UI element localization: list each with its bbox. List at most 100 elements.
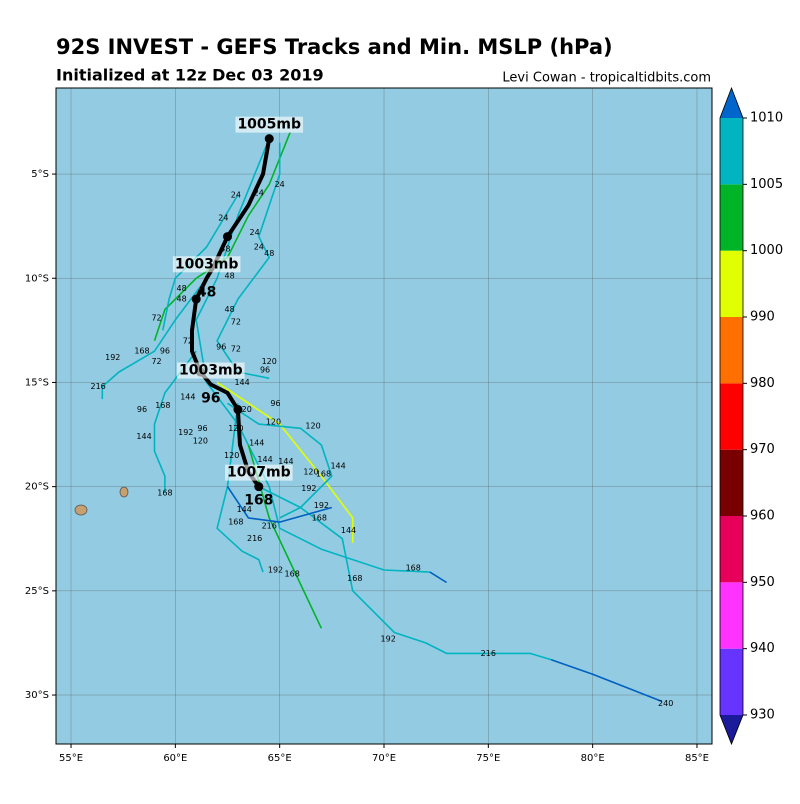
pressure-label: 1003mb: [179, 363, 243, 379]
mean-point: [191, 294, 201, 304]
hour-label: 72: [183, 336, 193, 345]
hour-label: 168: [347, 574, 362, 583]
hour-label: 240: [658, 699, 673, 708]
x-tick-label: 75°E: [476, 753, 500, 764]
pressure-label: 1003mb: [175, 256, 239, 272]
colorbar-segment: [720, 184, 743, 251]
hour-label: 24: [254, 188, 264, 197]
hour-annotation: 168: [244, 493, 273, 509]
hour-label: 96: [270, 399, 280, 408]
hour-label: 72: [151, 357, 161, 366]
ensemble-track: [429, 571, 448, 584]
y-tick-label: 15°S: [25, 377, 49, 388]
colorbar-segment: [720, 648, 743, 715]
hour-label: 216: [247, 534, 262, 543]
x-tick-label: 80°E: [581, 753, 605, 764]
hour-label: 96: [160, 347, 170, 356]
hour-label: 24: [250, 228, 260, 237]
mean-point: [233, 405, 243, 415]
colorbar-label: 990: [750, 310, 775, 325]
island: [74, 504, 88, 516]
mean-point: [264, 134, 274, 144]
hour-label: 144: [249, 438, 264, 447]
hour-label: 192: [105, 353, 120, 362]
hour-label: 48: [220, 245, 230, 254]
hour-label: 96: [260, 365, 270, 374]
hour-label: 192: [381, 634, 396, 643]
hour-label: 216: [481, 649, 496, 658]
hour-label: 144: [341, 526, 356, 535]
hour-label: 24: [231, 190, 241, 199]
y-tick-label: 25°S: [25, 586, 49, 597]
map-frame: [55, 87, 713, 745]
hour-label: 24: [254, 242, 264, 251]
ensemble-track: [227, 402, 333, 519]
mean-point: [254, 482, 264, 492]
hour-label: 48: [225, 272, 235, 281]
hour-label: 168: [228, 518, 243, 527]
hour-label: 72: [231, 318, 241, 327]
hour-label: 216: [91, 382, 106, 391]
credit: Levi Cowan - tropicaltidbits.com: [502, 71, 711, 86]
hour-label: 144: [330, 461, 345, 470]
hour-label: 72: [231, 345, 241, 354]
hour-annotation: 48: [197, 284, 216, 300]
colorbar-label: 980: [750, 376, 775, 391]
colorbar-label: 950: [750, 575, 775, 590]
hour-label: 120: [266, 418, 281, 427]
mean-point: [223, 232, 233, 242]
ensemble-track: [162, 194, 239, 331]
hour-label: 24: [218, 213, 228, 222]
x-tick-label: 70°E: [372, 753, 396, 764]
hour-label: 168: [157, 488, 172, 497]
x-tick-label: 85°E: [685, 753, 709, 764]
hour-label: 48: [177, 295, 187, 304]
label-box: [235, 116, 304, 133]
hour-label: 168: [134, 347, 149, 356]
colorbar-segment: [720, 250, 743, 317]
colorbar-over: [720, 88, 743, 118]
ensemble-track: [216, 381, 354, 543]
hour-label: 24: [275, 180, 285, 189]
colorbar-segment: [720, 317, 743, 384]
colorbar-segment: [720, 449, 743, 516]
hour-label: 168: [285, 570, 300, 579]
hour-annotation: 96: [201, 391, 220, 407]
hour-label: 168: [155, 401, 170, 410]
colorbar-segment: [720, 118, 743, 185]
ensemble-track: [550, 658, 662, 703]
colorbar-label: 940: [750, 641, 775, 656]
chart-subtitle: Initialized at 12z Dec 03 2019: [56, 66, 324, 85]
label-box: [177, 362, 245, 379]
mean-track: [190, 138, 272, 488]
hour-label: 192: [301, 484, 316, 493]
hour-label: 96: [137, 405, 147, 414]
hour-label: 144: [180, 393, 195, 402]
hour-label: 216: [262, 522, 277, 531]
colorbar-label: 1010: [750, 111, 783, 126]
colorbar-label: 1005: [750, 177, 783, 192]
hour-label: 168: [406, 563, 421, 572]
hour-label: 120: [237, 405, 252, 414]
hour-label: 144: [257, 455, 272, 464]
x-tick-label: 55°E: [59, 753, 83, 764]
hour-label: 48: [225, 305, 235, 314]
hour-label: 144: [237, 505, 252, 514]
hour-label: 120: [224, 451, 239, 460]
y-tick-label: 5°S: [31, 169, 49, 180]
hour-label: 168: [312, 513, 327, 522]
hour-label: 192: [268, 565, 283, 574]
colorbar-label: 1000: [750, 243, 783, 258]
hour-label: 96: [216, 343, 226, 352]
colorbar-label: 930: [750, 708, 775, 723]
label-box: [172, 256, 241, 273]
colorbar-segment: [720, 383, 743, 450]
y-tick-label: 20°S: [25, 482, 49, 493]
pressure-label: 1005mb: [237, 117, 301, 133]
x-tick-label: 60°E: [163, 753, 187, 764]
hour-label: 120: [305, 422, 320, 431]
hour-label: 120: [262, 357, 277, 366]
hour-label: 144: [136, 432, 151, 441]
hour-label: 192: [314, 501, 329, 510]
